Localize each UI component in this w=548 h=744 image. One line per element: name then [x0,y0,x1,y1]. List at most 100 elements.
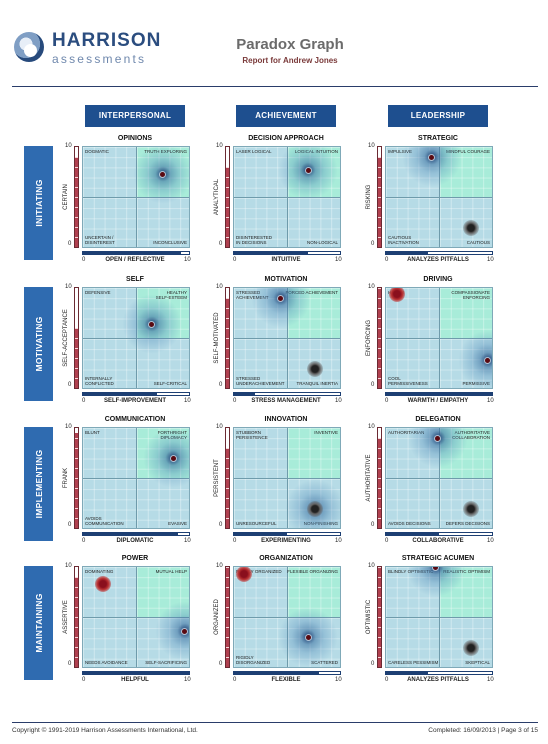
x-axis-max: 10 [184,538,191,544]
x-axis-min: 0 [233,257,237,263]
logo-icon [14,32,44,62]
quadrant-label-bottom-left: DISINTERESTED IN DECISIONS [236,235,273,245]
quadrant-label-bottom-left: CAUTIOUS INACTIVATION [388,235,419,245]
y-score-fill [75,433,78,528]
y-axis-max: 10 [65,563,72,569]
paradox-graph: ORGANIZATION 10 0 ORGANIZED RIGIDLY ORGA… [211,555,361,700]
quadrant-label-bottom-left: COOL PERMISSIVENESS [388,376,428,386]
graph-title: OPINIONS [117,135,153,142]
x-axis-min: 0 [82,538,86,544]
score-marker [305,167,311,173]
y-axis-max: 10 [368,143,375,149]
y-score-bar [377,427,382,529]
y-axis-label: OPTIMISTIC [366,599,372,635]
x-score-fill [234,533,287,535]
x-score-bar [233,671,341,675]
secondary-score-marker [95,576,112,592]
graph-plot-area: LASER LOGICAL LOGICAL INTUITION DISINTER… [233,146,341,248]
x-axis-min: 0 [82,398,86,404]
x-axis-max: 10 [335,538,342,544]
y-axis-min: 0 [68,241,72,247]
y-score-fill [378,288,381,388]
y-axis-max: 10 [368,284,375,290]
quadrant-label-bottom-left: NEEDS AVOIDANCE [85,660,128,665]
x-score-bar [385,392,493,396]
x-score-bar [385,251,493,255]
quadrant-label-bottom-right: NON-LOGICAL [306,240,338,245]
x-score-bar [233,251,341,255]
quadrant-label-bottom-right: CAUTIOUS [466,240,490,245]
x-score-fill [234,672,319,674]
quadrant-label-bottom-left: STRESSED UNDERACHIEVEMENT [236,376,285,386]
x-score-bar [82,251,190,255]
quadrant-label-bottom-right: SKEPTICAL [465,660,490,665]
x-axis-max: 10 [487,398,494,404]
x-score-fill [83,533,179,535]
x-score-bar [233,392,341,396]
x-score-bar [82,392,190,396]
graph-plot-area: BLINDLY OPTIMISTIC REALISTIC OPTIMISM CA… [385,566,493,668]
graph-plot-area: BLUNT FORTHRIGHTDIPLOMACY AVOIDSCOMMUNIC… [82,427,190,529]
score-marker [278,295,284,301]
y-score-bar [74,146,79,248]
score-marker [170,455,176,461]
quadrant-label-top-left: DOGMATIC [85,149,109,154]
x-axis-min: 0 [385,398,389,404]
quadrant-label-top-right: FLEXIBLE ORGANIZING [287,569,338,574]
y-axis-min: 0 [371,522,375,528]
row-header-implementing: IMPLEMENTING [24,427,53,541]
x-score-fill [386,672,429,674]
x-axis-max: 10 [184,257,191,263]
x-axis-min: 0 [82,677,86,683]
graph-plot-area: DEFENSIVE HEALTHY SELF-ESTEEM INTERNALLY C… [82,287,190,389]
quadrant-label-top-right: HEALTHY SELF-ESTEEM [155,290,187,300]
score-marker [306,501,323,517]
quadrant-label-top-left: BLUNT [85,430,100,435]
column-header-leadership: LEADERSHIP [388,105,488,127]
x-score-fill [386,252,429,254]
y-axis-label: ENFORCING [366,320,372,356]
quadrant-label-bottom-right: TRANQUIL INERTIA [296,381,338,386]
x-axis-max: 10 [487,257,494,263]
score-marker [435,435,441,441]
quadrant-label-top-right: INVENTIVE [314,430,338,435]
x-axis-max: 10 [184,677,191,683]
y-axis-min: 0 [371,661,375,667]
quadrant-label-bottom-right: SELF-CRITICAL [153,381,187,386]
page-title: Paradox Graph [236,36,344,53]
paradox-graph: STRATEGIC 10 0 RISKING IMPULSIVE MINDFUL… [363,135,513,280]
graph-plot-area: STUBBORN PERSISTENCE INVENTIVE UNRESOURCE… [233,427,341,529]
paradox-graph: COMMUNICATION 10 0 FRANK BLUNT FORTHRIGH… [60,416,210,561]
x-axis-label: WARMTH / EMPATHY [407,398,469,404]
y-score-bar [377,146,382,248]
quadrant-label-bottom-right: SCATTERED [311,660,338,665]
x-score-bar [82,671,190,675]
x-score-fill [234,252,309,254]
x-axis-label: DIPLOMATIC [116,538,154,544]
secondary-score-marker [306,361,323,377]
x-score-bar [385,532,493,536]
y-axis-label: ANALYTICAL [214,178,220,216]
y-score-fill [226,167,229,247]
graph-plot-area: IMPULSIVE MINDFUL COURAGE CAUTIOUS INACTI… [385,146,493,248]
y-axis-label: FRANK [63,467,69,489]
y-axis-label: ASSERTIVE [63,600,69,634]
graph-plot-area: RIGIDLY ORGANIZED FLEXIBLE ORGANIZING RI… [233,566,341,668]
graph-plot-area: AUTHORITARIAN AUTHORITATIVE COLLABORATION… [385,427,493,529]
y-axis-label: ORGANIZED [214,599,220,635]
secondary-score-marker [235,567,252,582]
x-axis-label: EXPERIMENTING [261,538,311,544]
score-marker [433,567,439,570]
quadrant-label-bottom-left: UNRESOURCEFUL [236,521,277,526]
y-score-bar [377,287,382,389]
x-axis-min: 0 [233,677,237,683]
logo-name: HARRISON [52,30,162,51]
quadrant-label-top-left: STUBBORN PERSISTENCE [236,430,268,440]
quadrant-label-top-right: REALISTIC OPTIMISM [443,569,490,574]
y-axis-max: 10 [216,563,223,569]
row-header-initiating: INITIATING [24,146,53,260]
y-score-fill [75,577,78,667]
paradox-graph: POWER 10 0 ASSERTIVE DOMINATING MUTUAL H… [60,555,210,700]
